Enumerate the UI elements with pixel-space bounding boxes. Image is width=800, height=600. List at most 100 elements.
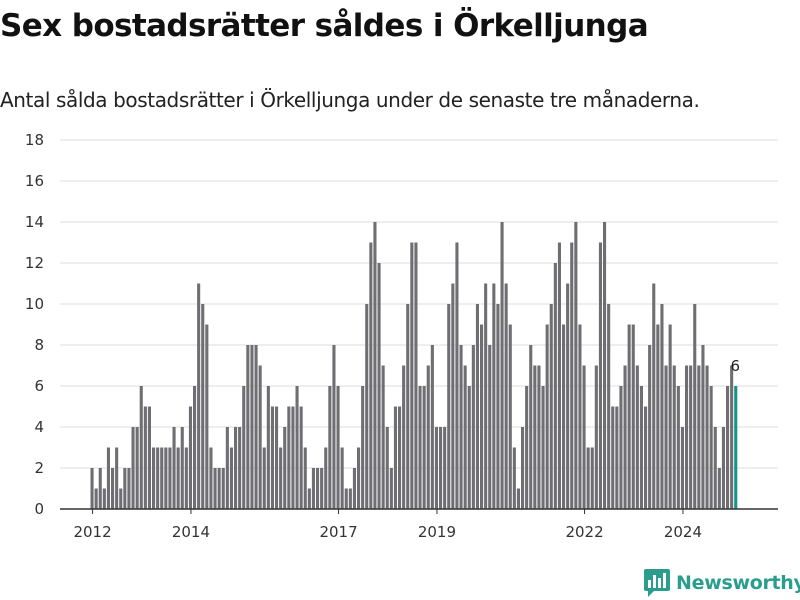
bar (369, 242, 373, 509)
bar (311, 468, 315, 509)
bar (512, 447, 516, 509)
bar (234, 427, 238, 509)
bar (566, 283, 570, 509)
bar (328, 386, 332, 509)
bar (459, 345, 463, 509)
bar (123, 468, 127, 509)
bar (238, 427, 242, 509)
bar (672, 365, 676, 509)
brand-name: Newsworthy (676, 572, 800, 594)
bar (533, 365, 537, 509)
bar (156, 447, 160, 509)
newsworthy-logo-icon (644, 569, 670, 597)
bar (147, 406, 151, 509)
bar (668, 324, 672, 509)
bar (562, 324, 566, 509)
bar (201, 304, 205, 509)
bar (184, 447, 188, 509)
bar (266, 386, 270, 509)
bar (213, 468, 217, 509)
y-tick-label: 12 (25, 254, 44, 272)
bar (188, 406, 192, 509)
y-tick-label: 10 (25, 295, 44, 313)
bar (664, 365, 668, 509)
bar (652, 283, 656, 509)
bar (500, 222, 504, 509)
y-tick-label: 4 (34, 418, 44, 436)
bar (726, 386, 730, 509)
bar (295, 386, 299, 509)
bar (221, 468, 225, 509)
bar (484, 283, 488, 509)
chart-title: Sex bostadsrätter såldes i Örkelljunga (0, 8, 649, 44)
bar (705, 365, 709, 509)
bar (160, 447, 164, 509)
bar (508, 324, 512, 509)
bar (648, 345, 652, 509)
bar (303, 447, 307, 509)
x-axis: 2012 2014 2017 2019 2022 2024 (60, 508, 778, 541)
bar (463, 365, 467, 509)
y-tick-label: 14 (25, 213, 44, 231)
bar (717, 468, 721, 509)
bar (680, 427, 684, 509)
bar (631, 324, 635, 509)
bar (693, 304, 697, 509)
bar (504, 283, 508, 509)
bar (471, 345, 475, 509)
y-tick-label: 6 (34, 377, 44, 395)
bar (90, 468, 94, 509)
bar (176, 447, 180, 509)
last-value-label: 6 (730, 357, 740, 375)
bar (365, 304, 369, 509)
bar (324, 447, 328, 509)
bar (373, 222, 377, 509)
bar (549, 304, 553, 509)
bar (332, 345, 336, 509)
bar (537, 365, 541, 509)
bar (336, 386, 340, 509)
bar (422, 386, 426, 509)
x-tick-label: 2022 (565, 523, 603, 541)
bar (611, 406, 615, 509)
bar (557, 242, 561, 509)
y-tick-label: 2 (34, 459, 44, 477)
bar (492, 283, 496, 509)
bar (418, 386, 422, 509)
bar (685, 365, 689, 509)
bar (172, 427, 176, 509)
bar (582, 365, 586, 509)
bar (279, 447, 283, 509)
bar (381, 365, 385, 509)
bar (127, 468, 131, 509)
bar (541, 386, 545, 509)
x-tick-label: 2017 (319, 523, 357, 541)
chart-subtitle: Antal sålda bostadsrätter i Örkelljunga … (0, 88, 700, 112)
bar-chart: 0 2 4 6 8 10 12 14 16 18 2012 2014 2017 2019 2022 2024… (25, 131, 778, 541)
bar (594, 365, 598, 509)
x-tick-label: 2024 (664, 523, 702, 541)
bar (344, 488, 348, 509)
bar (521, 427, 525, 509)
bar (590, 447, 594, 509)
bar (488, 345, 492, 509)
y-axis-ticks: 0 2 4 6 8 10 12 14 16 18 (25, 131, 44, 518)
bar (307, 488, 311, 509)
bar (398, 406, 402, 509)
bar (443, 427, 447, 509)
bar (385, 427, 389, 509)
y-tick-label: 18 (25, 131, 44, 149)
bar (475, 304, 479, 509)
bar (447, 304, 451, 509)
bar (676, 386, 680, 509)
bar (553, 263, 557, 509)
bar (143, 406, 147, 509)
bar (352, 468, 356, 509)
bar (168, 447, 172, 509)
bar (545, 324, 549, 509)
bar (639, 386, 643, 509)
bar (615, 406, 619, 509)
bar (229, 447, 233, 509)
bar (131, 427, 135, 509)
y-tick-label: 0 (34, 500, 44, 518)
